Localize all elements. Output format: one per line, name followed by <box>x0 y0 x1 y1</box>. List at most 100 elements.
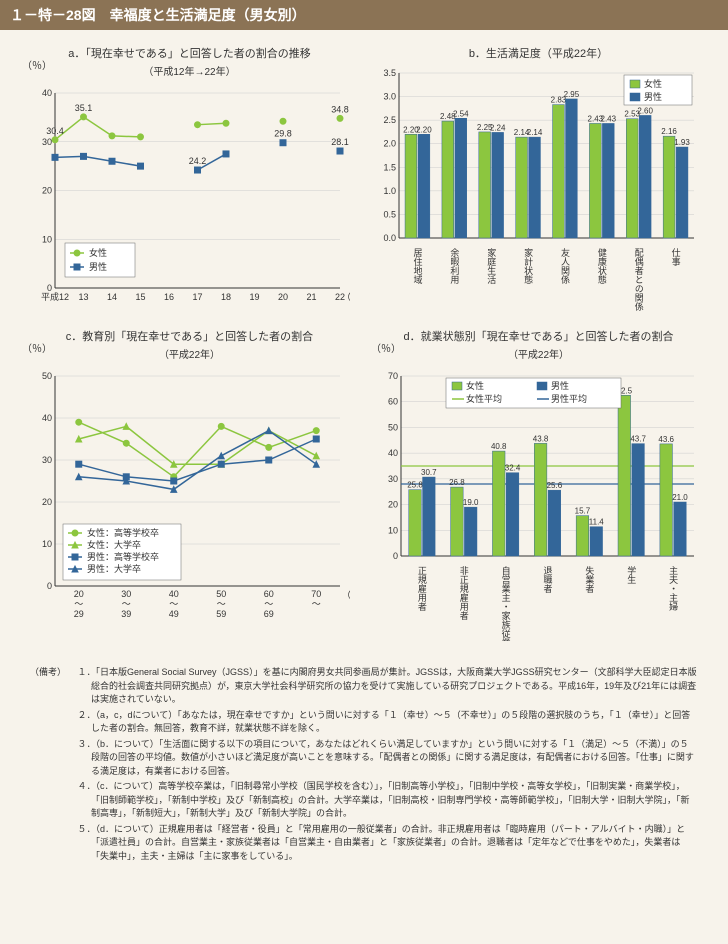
chart-c-subtitle: （平成22年） <box>20 346 359 361</box>
svg-text:50: 50 <box>388 422 398 432</box>
svg-text:10: 10 <box>42 234 52 244</box>
svg-text:49: 49 <box>169 609 179 619</box>
svg-text:40.8: 40.8 <box>491 442 507 451</box>
svg-text:21: 21 <box>306 292 316 302</box>
svg-text:14: 14 <box>107 292 117 302</box>
note-item: １．「日本版General Social Survey（JGSS）」を基に内閣府… <box>78 666 698 707</box>
svg-text:60: 60 <box>264 589 274 599</box>
chart-c-title: c．教育別「現在幸せである」と回答した者の割合 <box>20 328 359 344</box>
svg-text:30.4: 30.4 <box>46 126 64 136</box>
svg-text:32.4: 32.4 <box>505 464 521 473</box>
svg-text:19: 19 <box>249 292 259 302</box>
svg-text:1.93: 1.93 <box>674 138 690 147</box>
svg-text:11.4: 11.4 <box>589 518 605 527</box>
chart-d-yunit: （％） <box>371 340 401 355</box>
svg-text:18: 18 <box>221 292 231 302</box>
chart-b-svg: 0.00.51.01.52.02.53.03.52.202.20居住地域2.48… <box>369 63 699 318</box>
svg-text:主夫・主婦: 主夫・主婦 <box>668 565 678 612</box>
svg-text:配偶者との関係: 配偶者との関係 <box>634 248 644 312</box>
chart-d-title: d．就業状態別「現在幸せである」と回答した者の割合 <box>369 328 708 344</box>
svg-text:0.5: 0.5 <box>383 209 396 219</box>
svg-text:2.16: 2.16 <box>661 127 677 136</box>
svg-text:家計状態: 家計状態 <box>523 247 533 284</box>
svg-text:30: 30 <box>388 474 398 484</box>
svg-text:29: 29 <box>74 609 84 619</box>
svg-text:2.24: 2.24 <box>490 123 506 132</box>
svg-text:〜: 〜 <box>169 599 178 609</box>
svg-text:女性：高等学校卒: 女性：高等学校卒 <box>87 527 159 538</box>
chart-a-yunit: （％） <box>22 57 52 72</box>
svg-text:0: 0 <box>393 551 398 561</box>
svg-text:15: 15 <box>135 292 145 302</box>
svg-text:（年）: （年） <box>342 291 350 302</box>
svg-text:10: 10 <box>42 539 52 549</box>
svg-text:40: 40 <box>42 413 52 423</box>
svg-text:仕事: 仕事 <box>671 247 681 266</box>
svg-text:1.5: 1.5 <box>383 162 396 172</box>
svg-text:男性: 男性 <box>89 261 107 272</box>
chart-d-subtitle: （平成22年） <box>369 346 708 361</box>
svg-text:16: 16 <box>164 292 174 302</box>
figure-header: １－特－28図 幸福度と生活満足度（男女別） <box>0 0 728 30</box>
svg-text:失業者: 失業者 <box>584 565 594 593</box>
svg-text:20: 20 <box>388 500 398 510</box>
svg-text:2.0: 2.0 <box>383 139 396 149</box>
svg-text:59: 59 <box>216 609 226 619</box>
chart-a: a．「現在幸せである」と回答した者の割合の推移 （平成12年→22年） （％） … <box>20 45 359 318</box>
chart-a-svg: 010203040平成1213141516171819202122（年）30.4… <box>20 83 350 313</box>
svg-text:20: 20 <box>278 292 288 302</box>
svg-text:非正規雇用者: 非正規雇用者 <box>459 565 469 620</box>
svg-text:0.0: 0.0 <box>383 233 396 243</box>
svg-text:2.43: 2.43 <box>601 114 617 123</box>
chart-c-yunit: （％） <box>22 340 52 355</box>
svg-text:女性：大学卒: 女性：大学卒 <box>87 539 141 550</box>
svg-text:10: 10 <box>388 525 398 535</box>
svg-text:30: 30 <box>121 589 131 599</box>
chart-a-title: a．「現在幸せである」と回答した者の割合の推移 <box>20 45 359 61</box>
svg-text:1.0: 1.0 <box>383 186 396 196</box>
svg-text:2.5: 2.5 <box>383 115 396 125</box>
svg-text:女性平均: 女性平均 <box>466 393 502 404</box>
svg-text:70: 70 <box>311 589 321 599</box>
svg-text:男性：大学卒: 男性：大学卒 <box>87 563 141 574</box>
svg-text:友人関係: 友人関係 <box>560 247 570 285</box>
svg-text:24.2: 24.2 <box>189 156 207 166</box>
chart-d-svg: 01020304050607025.830.7正規雇用者26.819.0非正規雇… <box>369 366 699 641</box>
svg-text:2.20: 2.20 <box>416 125 432 134</box>
chart-b-title: b．生活満足度（平成22年） <box>369 45 708 61</box>
svg-text:3.5: 3.5 <box>383 68 396 78</box>
svg-text:60: 60 <box>388 397 398 407</box>
svg-text:男性: 男性 <box>551 380 569 391</box>
svg-text:40: 40 <box>169 589 179 599</box>
svg-text:25.6: 25.6 <box>547 481 563 490</box>
svg-text:35.1: 35.1 <box>75 103 93 113</box>
svg-text:男性: 男性 <box>644 91 662 102</box>
svg-text:21.0: 21.0 <box>672 493 688 502</box>
svg-text:〜: 〜 <box>312 599 321 609</box>
svg-text:女性: 女性 <box>644 78 662 89</box>
svg-text:50: 50 <box>216 589 226 599</box>
svg-text:20: 20 <box>42 186 52 196</box>
svg-text:70: 70 <box>388 371 398 381</box>
svg-text:43.7: 43.7 <box>630 435 646 444</box>
notes-section: （備考） １．「日本版General Social Survey（JGSS）」を… <box>0 656 728 885</box>
svg-text:39: 39 <box>121 609 131 619</box>
svg-text:2.60: 2.60 <box>637 106 653 115</box>
svg-text:退職者: 退職者 <box>543 566 553 593</box>
svg-text:2.54: 2.54 <box>453 109 469 118</box>
svg-text:30: 30 <box>42 137 52 147</box>
svg-text:13: 13 <box>78 292 88 302</box>
svg-text:43.8: 43.8 <box>533 434 549 443</box>
svg-text:〜: 〜 <box>264 599 273 609</box>
svg-text:男性平均: 男性平均 <box>551 393 587 404</box>
svg-text:0: 0 <box>47 581 52 591</box>
svg-text:余暇利用: 余暇利用 <box>449 247 459 285</box>
svg-text:〜: 〜 <box>74 599 83 609</box>
svg-text:（歳）: （歳） <box>342 589 350 600</box>
note-item: ２．（a，c，dについて）「あなたは，現在幸せですか」という問いに対する「１（幸… <box>78 709 698 736</box>
svg-text:女性: 女性 <box>466 380 484 391</box>
chart-c-svg: 0102030405020〜2930〜3940〜4950〜5960〜6970〜（… <box>20 366 350 621</box>
svg-text:自営業主・家族従業者: 自営業主・家族従業者 <box>501 565 511 641</box>
svg-text:女性: 女性 <box>89 247 107 258</box>
svg-text:2.14: 2.14 <box>527 128 543 137</box>
